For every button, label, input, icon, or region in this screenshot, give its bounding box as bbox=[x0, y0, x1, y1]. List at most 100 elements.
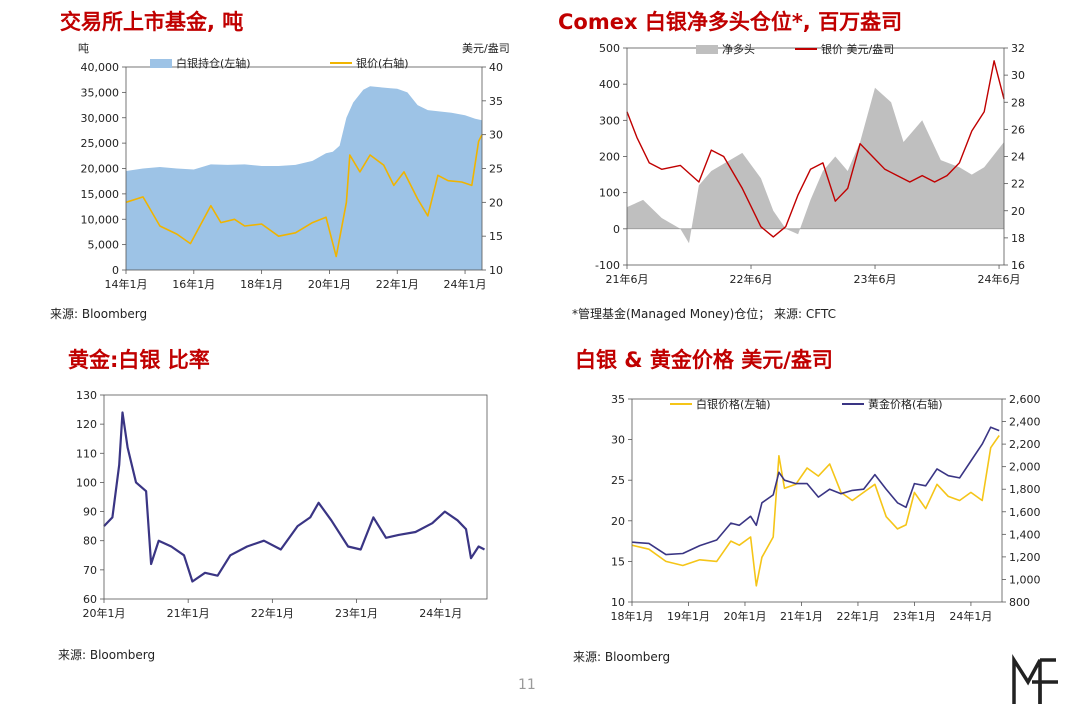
c4-ytick-left-label: 30 bbox=[611, 434, 625, 447]
c2-xtick-label: 23年6月 bbox=[854, 272, 897, 286]
c1-ytick-left-label: 15,000 bbox=[81, 188, 120, 201]
c2-ytick-left-label: 400 bbox=[599, 78, 620, 91]
c1-legend-holdings-label: 白银持仓(左轴) bbox=[176, 56, 251, 70]
c3-ytick-left-label: 60 bbox=[83, 593, 97, 606]
c1-ytick-right-label: 15 bbox=[489, 230, 503, 243]
c1-ytick-left-label: 20,000 bbox=[81, 163, 120, 176]
c3-plot-frame bbox=[103, 394, 488, 600]
c4-xtick-label: 18年1月 bbox=[611, 609, 654, 623]
c1-left-unit: 吨 bbox=[78, 42, 89, 55]
c4-ytick-left-label: 15 bbox=[611, 555, 625, 568]
c4-ytick-left-label: 25 bbox=[611, 474, 625, 487]
c1-xtick-label: 20年1月 bbox=[308, 277, 351, 291]
chart1-title: 交易所上市基金, 吨 bbox=[60, 10, 244, 34]
c1-xtick-label: 16年1月 bbox=[172, 277, 215, 291]
c4-ytick-right-label: 2,600 bbox=[1009, 393, 1041, 406]
c4-ytick-right-label: 1,400 bbox=[1009, 528, 1041, 541]
c1-ytick-left-label: 5,000 bbox=[88, 239, 120, 252]
c3-xtick-label: 21年1月 bbox=[167, 606, 210, 620]
c1-legend-holdings-swatch bbox=[150, 59, 172, 68]
c4-xtick-label: 22年1月 bbox=[836, 609, 879, 623]
c4-ytick-right-label: 2,200 bbox=[1009, 438, 1041, 451]
c1-ytick-left-label: 25,000 bbox=[81, 137, 120, 150]
c4-ytick-left-label: 10 bbox=[611, 596, 625, 609]
c2-xtick-label: 24年6月 bbox=[978, 272, 1021, 286]
c2-ytick-right-label: 32 bbox=[1011, 42, 1025, 55]
c4-plot-frame bbox=[631, 398, 1003, 603]
c2-ytick-right-label: 18 bbox=[1011, 232, 1025, 245]
c3-ytick-left-label: 120 bbox=[76, 418, 97, 431]
c1-ytick-right-label: 40 bbox=[489, 61, 503, 74]
c4-legend-silver-label: 白银价格(左轴) bbox=[696, 397, 771, 411]
c2-ytick-right-label: 30 bbox=[1011, 69, 1025, 82]
c4-ytick-right-label: 800 bbox=[1009, 596, 1030, 609]
c3-xtick-label: 22年1月 bbox=[251, 606, 294, 620]
brand-logo bbox=[1012, 653, 1058, 704]
c1-ytick-right-label: 30 bbox=[489, 129, 503, 142]
c4-ytick-left-label: 35 bbox=[611, 393, 625, 406]
c1-ytick-right-label: 25 bbox=[489, 163, 503, 176]
c3-xtick-label: 23年1月 bbox=[335, 606, 378, 620]
c2-ytick-left-label: 100 bbox=[599, 187, 620, 200]
c4-ytick-right-label: 1,000 bbox=[1009, 573, 1041, 586]
c2-xtick-label: 21年6月 bbox=[606, 272, 649, 286]
net-long-area bbox=[627, 87, 1004, 244]
c2-ytick-left-label: 0 bbox=[613, 223, 620, 236]
c3-xtick-label: 20年1月 bbox=[83, 606, 126, 620]
silver-price-line bbox=[125, 134, 483, 258]
chart1-source: 来源: Bloomberg bbox=[50, 307, 148, 321]
c3-ytick-left-label: 100 bbox=[76, 476, 97, 489]
c1-right-unit: 美元/盎司 bbox=[462, 41, 510, 55]
page-number: 11 bbox=[518, 677, 536, 693]
c2-ytick-left-label: 300 bbox=[599, 114, 620, 127]
c1-xtick-label: 14年1月 bbox=[105, 277, 148, 291]
c4-xtick-label: 24年1月 bbox=[949, 609, 992, 623]
c1-ytick-left-label: 35,000 bbox=[81, 86, 120, 99]
c2-ytick-left-label: 200 bbox=[599, 151, 620, 164]
c4-xtick-label: 21年1月 bbox=[780, 609, 823, 623]
c4-ytick-right-label: 1,200 bbox=[1009, 551, 1041, 564]
c2-xtick-label: 22年6月 bbox=[730, 272, 773, 286]
c2-ytick-right-label: 24 bbox=[1011, 151, 1025, 164]
c4-xtick-label: 20年1月 bbox=[723, 609, 766, 623]
c2-legend-net-long-label: 净多头 bbox=[722, 42, 755, 56]
c4-ytick-right-label: 2,000 bbox=[1009, 461, 1041, 474]
c3-ytick-left-label: 80 bbox=[83, 535, 97, 548]
gold-silver-ratio-line bbox=[103, 411, 485, 583]
c1-ytick-left-label: 40,000 bbox=[81, 61, 120, 74]
c1-ytick-left-label: 0 bbox=[112, 264, 119, 277]
c2-ytick-left-label: -100 bbox=[595, 259, 620, 272]
silver-price-line bbox=[631, 435, 1000, 587]
c4-xtick-label: 23年1月 bbox=[893, 609, 936, 623]
c3-ytick-left-label: 90 bbox=[83, 506, 97, 519]
c2-legend-net-long-swatch bbox=[696, 45, 718, 54]
c4-ytick-right-label: 1,800 bbox=[1009, 483, 1041, 496]
etf-holdings-area bbox=[126, 86, 482, 270]
c1-xtick-label: 22年1月 bbox=[376, 277, 419, 291]
chart3-source: 来源: Bloomberg bbox=[58, 648, 156, 662]
c1-ytick-left-label: 10,000 bbox=[81, 213, 120, 226]
c3-xtick-label: 24年1月 bbox=[419, 606, 462, 620]
c2-legend-price-label: 银价 美元/盎司 bbox=[821, 42, 894, 56]
c1-xtick-label: 24年1月 bbox=[444, 277, 487, 291]
chart4-title: 白银 & 黄金价格 美元/盎司 bbox=[575, 348, 833, 372]
chart2-title: Comex 白银净多头仓位*, 百万盎司 bbox=[558, 10, 903, 34]
c1-ytick-right-label: 35 bbox=[489, 95, 503, 108]
c3-ytick-left-label: 110 bbox=[76, 447, 97, 460]
c2-ytick-right-label: 20 bbox=[1011, 205, 1025, 218]
c3-ytick-left-label: 70 bbox=[83, 564, 97, 577]
c4-ytick-right-label: 2,400 bbox=[1009, 416, 1041, 429]
c1-xtick-label: 18年1月 bbox=[240, 277, 283, 291]
c2-ytick-right-label: 16 bbox=[1011, 259, 1025, 272]
c4-ytick-right-label: 1,600 bbox=[1009, 506, 1041, 519]
c2-ytick-left-label: 500 bbox=[599, 42, 620, 55]
chart3-title: 黄金:白银 比率 bbox=[68, 348, 210, 372]
c1-ytick-right-label: 10 bbox=[489, 264, 503, 277]
gold-price-line bbox=[631, 426, 1000, 556]
c2-ytick-right-label: 26 bbox=[1011, 123, 1025, 136]
c2-ytick-right-label: 22 bbox=[1011, 178, 1025, 191]
